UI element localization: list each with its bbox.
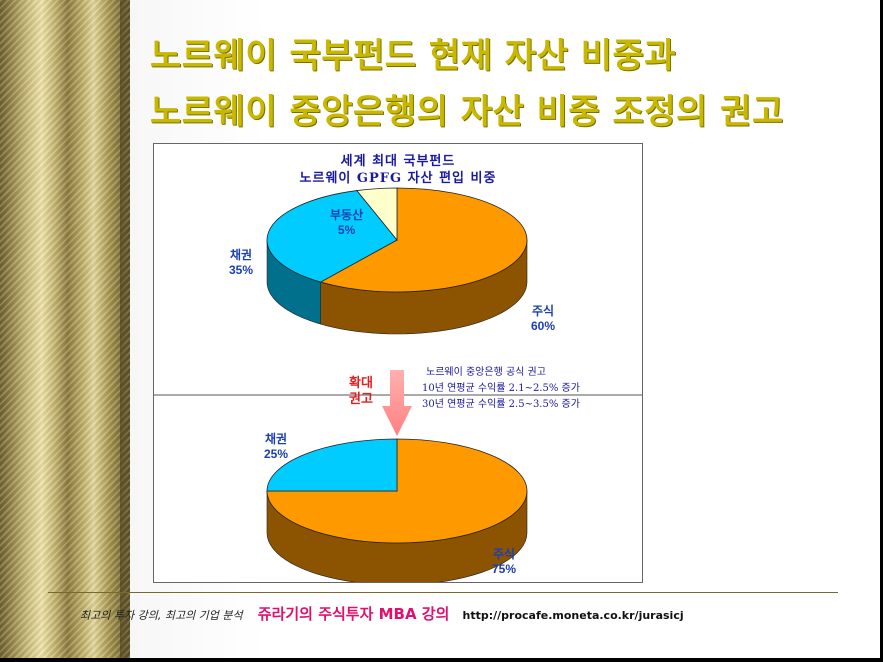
slice-name: 채권 xyxy=(264,432,288,446)
slice-value: 75% xyxy=(492,562,517,576)
slice-label-realestate: 부동산 5% xyxy=(330,208,363,238)
pie-chart-current xyxy=(266,187,528,335)
pie-charts-canvas xyxy=(154,187,642,582)
slice-name: 채권 xyxy=(229,248,253,262)
note-title: 노르웨이 중앙은행 공식 권고 xyxy=(426,367,546,378)
down-arrow-icon xyxy=(382,370,412,436)
pie-slice-주식 xyxy=(266,438,528,544)
footer-brand: 쥬라기의 주식투자 MBA 강의 xyxy=(257,605,450,623)
slice-name: 주식 xyxy=(492,547,516,561)
slice-label-bonds-recommended: 채권 25% xyxy=(264,432,288,462)
note-line2: 30년 연평균 수익률 2.5~3.5% 증가 xyxy=(422,399,580,410)
footer-tagline: 최고의 투자 강의, 최고의 기업 분석 xyxy=(80,609,243,622)
slice-label-stocks-recommended: 주식 75% xyxy=(492,547,516,577)
slice-label-bonds: 채권 35% xyxy=(229,248,253,278)
slice-label-stocks: 주식 60% xyxy=(531,304,555,334)
chart-panel: 세계 최대 국부펀드 노르웨이 GPFG 자산 편입 비중 부동산 5% 채권 … xyxy=(153,143,643,583)
pie-slice-부동산 xyxy=(356,187,398,242)
chart-subtitle: 노르웨이 GPFG 자산 편입 비중 xyxy=(299,171,497,186)
slice-value: 35% xyxy=(229,263,254,277)
pie-chart-recommended xyxy=(266,438,528,582)
pie-slice-채권 xyxy=(266,190,398,283)
pie-slice-주식 xyxy=(319,187,528,293)
slice-value: 60% xyxy=(531,319,556,333)
slide-title-line1: 노르웨이 국부펀드 현재 자산 비중과 xyxy=(150,36,677,76)
chart-title: 세계 최대 국부펀드 xyxy=(340,154,456,169)
footer-divider xyxy=(48,592,838,593)
note-line1: 10년 연평균 수익률 2.1~2.5% 증가 xyxy=(422,383,580,394)
footer: 최고의 투자 강의, 최고의 기업 분석 쥬라기의 주식투자 MBA 강의 ht… xyxy=(80,603,684,624)
decorative-gold-bar xyxy=(0,0,130,658)
footer-url[interactable]: http://procafe.moneta.co.kr/jurasicj xyxy=(462,609,684,622)
expand-recommendation-label: 확대 권고 xyxy=(349,376,373,407)
slice-value: 25% xyxy=(264,447,289,461)
slide-title-line2: 노르웨이 중앙은행의 자산 비중 조정의 권고 xyxy=(150,92,784,132)
slice-name: 부동산 xyxy=(330,208,364,222)
slice-value: 5% xyxy=(337,223,356,237)
slice-name: 주식 xyxy=(531,304,555,318)
pie-slice-채권 xyxy=(266,438,398,492)
